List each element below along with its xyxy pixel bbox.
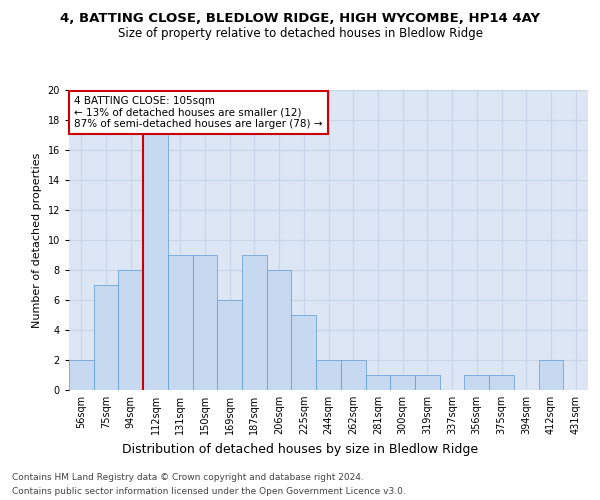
Bar	[489, 375, 514, 390]
Bar	[316, 360, 341, 390]
Bar	[292, 315, 316, 390]
Bar	[168, 255, 193, 390]
Text: Distribution of detached houses by size in Bledlow Ridge: Distribution of detached houses by size …	[122, 442, 478, 456]
Y-axis label: Number of detached properties: Number of detached properties	[32, 152, 42, 328]
Bar	[118, 270, 143, 390]
Text: 4, BATTING CLOSE, BLEDLOW RIDGE, HIGH WYCOMBE, HP14 4AY: 4, BATTING CLOSE, BLEDLOW RIDGE, HIGH WY…	[60, 12, 540, 26]
Text: Contains HM Land Registry data © Crown copyright and database right 2024.: Contains HM Land Registry data © Crown c…	[12, 472, 364, 482]
Bar	[69, 360, 94, 390]
Text: 4 BATTING CLOSE: 105sqm
← 13% of detached houses are smaller (12)
87% of semi-de: 4 BATTING CLOSE: 105sqm ← 13% of detache…	[74, 96, 323, 129]
Bar	[415, 375, 440, 390]
Text: Size of property relative to detached houses in Bledlow Ridge: Size of property relative to detached ho…	[118, 28, 482, 40]
Bar	[267, 270, 292, 390]
Bar	[143, 120, 168, 390]
Bar	[242, 255, 267, 390]
Bar	[539, 360, 563, 390]
Bar	[341, 360, 365, 390]
Bar	[193, 255, 217, 390]
Bar	[94, 285, 118, 390]
Bar	[464, 375, 489, 390]
Bar	[390, 375, 415, 390]
Bar	[365, 375, 390, 390]
Text: Contains public sector information licensed under the Open Government Licence v3: Contains public sector information licen…	[12, 488, 406, 496]
Bar	[217, 300, 242, 390]
